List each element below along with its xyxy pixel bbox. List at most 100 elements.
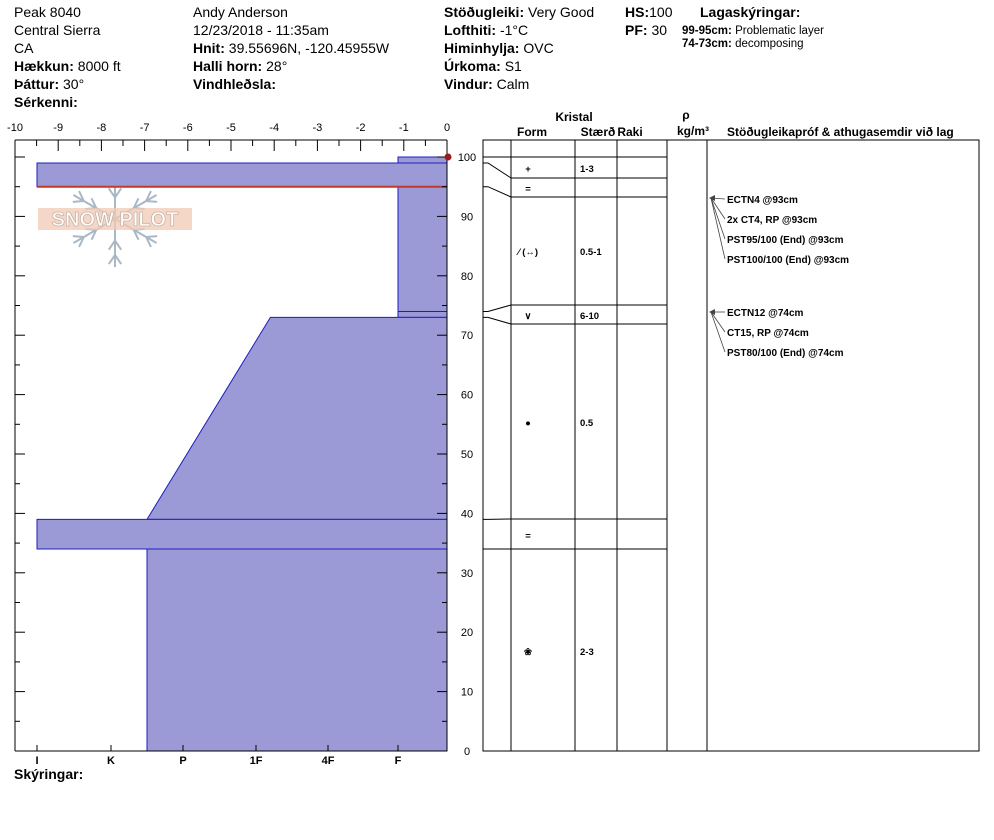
grain-form: ❀	[524, 647, 533, 658]
state-name: CA	[14, 40, 34, 56]
grain-size: 2-3	[580, 647, 594, 658]
flake-branch	[78, 236, 85, 248]
flake-branch	[90, 197, 98, 209]
hardness-layer	[36, 162, 448, 188]
sky-value: OVC	[523, 40, 554, 56]
flake-branch	[107, 240, 116, 251]
wind-value: Calm	[496, 76, 530, 92]
flake-branch	[146, 235, 158, 238]
sky-cover: Himinhylja: OVC	[444, 39, 554, 57]
grain-size: 6-10	[580, 311, 599, 322]
elevation-label: Hækkun:	[14, 58, 74, 74]
flake-branch	[146, 200, 158, 203]
grain-form: ●	[525, 418, 531, 429]
legend-title: Lagaskýringar:	[700, 3, 800, 21]
legend-range: 99-95cm:	[682, 25, 732, 37]
test-pointer	[710, 311, 726, 353]
moisture-header: Raki	[617, 125, 642, 139]
features-label: Sérkenni:	[14, 94, 78, 110]
stability-test-label: PST100/100 (End) @93cm	[727, 255, 849, 266]
watermark-text: SNOW PILOT	[52, 209, 179, 231]
depth-tick-label: 90	[461, 211, 473, 223]
hardness-layer	[36, 518, 448, 550]
temp-tick-label: -1	[399, 122, 409, 134]
depth-tick-label: 70	[461, 330, 473, 342]
stability-value: Very Good	[528, 4, 595, 20]
flake-branch	[114, 187, 123, 198]
grain-size: 0.5	[580, 418, 594, 429]
grain-form: ∨	[525, 311, 532, 322]
temp-tick-label: -10	[7, 122, 23, 134]
precipitation: Úrkoma: S1	[444, 57, 522, 75]
notes-label: Skýringar:	[14, 765, 83, 783]
depth-tick-label: 40	[461, 508, 473, 520]
grain-form: ⁄ (↔)	[516, 247, 538, 258]
depth-tick-label: 100	[458, 152, 476, 164]
hardness-tick-label: F	[395, 755, 402, 767]
temp-tick-label: -8	[97, 122, 107, 134]
temp-tick-label: -6	[183, 122, 193, 134]
layer-connector	[483, 186, 512, 198]
aspect-value: 30°	[63, 76, 85, 92]
grain-size: 0.5-1	[580, 247, 602, 258]
flake-branch	[90, 229, 98, 241]
legend-item: 99-95cm: Problematic layer	[682, 24, 824, 38]
stability-test-label: PST95/100 (End) @93cm	[727, 235, 844, 246]
legend-range: 74-73cm:	[682, 38, 732, 50]
flake-branch	[107, 187, 116, 198]
range-name: Central Sierra	[14, 22, 101, 38]
air-temp-label: Lofthiti:	[444, 22, 497, 38]
flake-branch	[145, 190, 152, 202]
flake-branch	[78, 190, 85, 202]
elevation-value: 8000 ft	[77, 58, 121, 74]
wind-loading: Vindhleðsla:	[193, 75, 276, 93]
stability-test-label: PST80/100 (End) @74cm	[727, 348, 844, 359]
flake-branch	[114, 254, 123, 265]
layers-table-frame	[482, 139, 980, 752]
slope-angle: Halli horn: 28°	[193, 57, 287, 75]
grain-size: 1-3	[580, 164, 594, 175]
temp-tick-label: -5	[226, 122, 236, 134]
precip-value: S1	[504, 58, 522, 74]
grain-form: =	[525, 184, 531, 195]
coordinates: Hnit: 39.55696N, -120.45955W	[193, 39, 389, 57]
depth-tick-label: 0	[464, 746, 470, 758]
density-unit-header: kg/m³	[677, 124, 709, 138]
stability: Stöðugleiki: Very Good	[444, 3, 594, 21]
legend-text: decomposing	[735, 38, 804, 50]
slope-value: 28°	[266, 58, 288, 74]
stability-test-label: ECTN12 @74cm	[727, 308, 804, 319]
coords-value: 39.55696N, -120.45955W	[228, 40, 390, 56]
depth-tick-label: 10	[461, 687, 473, 699]
stability-label: Stöðugleiki:	[444, 4, 525, 20]
stability-test-label: CT15, RP @74cm	[727, 328, 809, 339]
temp-tick-label: -7	[140, 122, 150, 134]
hardness-tick-label: K	[107, 755, 115, 767]
temp-tick-label: -3	[313, 122, 323, 134]
tests-header: Stöðugleikapróf & athugasemdir við lag	[727, 125, 954, 139]
slope-label: Halli horn:	[193, 58, 263, 74]
depth-tick-label: 80	[461, 271, 473, 283]
aspect-label: Þáttur:	[14, 76, 60, 92]
depth-tick-label: 30	[461, 568, 473, 580]
features: Sérkenni:	[14, 93, 78, 111]
air-temp: Lofthiti: -1°C	[444, 21, 528, 39]
hardness-layer	[146, 316, 448, 520]
test-arrow-icon	[709, 309, 715, 315]
test-pointer	[710, 197, 726, 260]
test-pointer	[710, 311, 726, 333]
hardness-layer	[397, 310, 448, 318]
coords-label: Hnit:	[193, 40, 225, 56]
wind: Vindur: Calm	[444, 75, 529, 93]
elevation: Hækkun: 8000 ft	[14, 57, 121, 75]
flake-branch	[132, 229, 140, 241]
temp-tick-label: -2	[356, 122, 366, 134]
hs: HS:100	[625, 3, 672, 21]
site-name: Peak 8040	[14, 4, 81, 20]
grain-form: =	[525, 531, 531, 542]
hardness-tick-label: I	[35, 755, 38, 767]
flake-branch	[72, 200, 84, 203]
pf: PF: 30	[625, 21, 667, 39]
test-pointer	[710, 197, 726, 240]
